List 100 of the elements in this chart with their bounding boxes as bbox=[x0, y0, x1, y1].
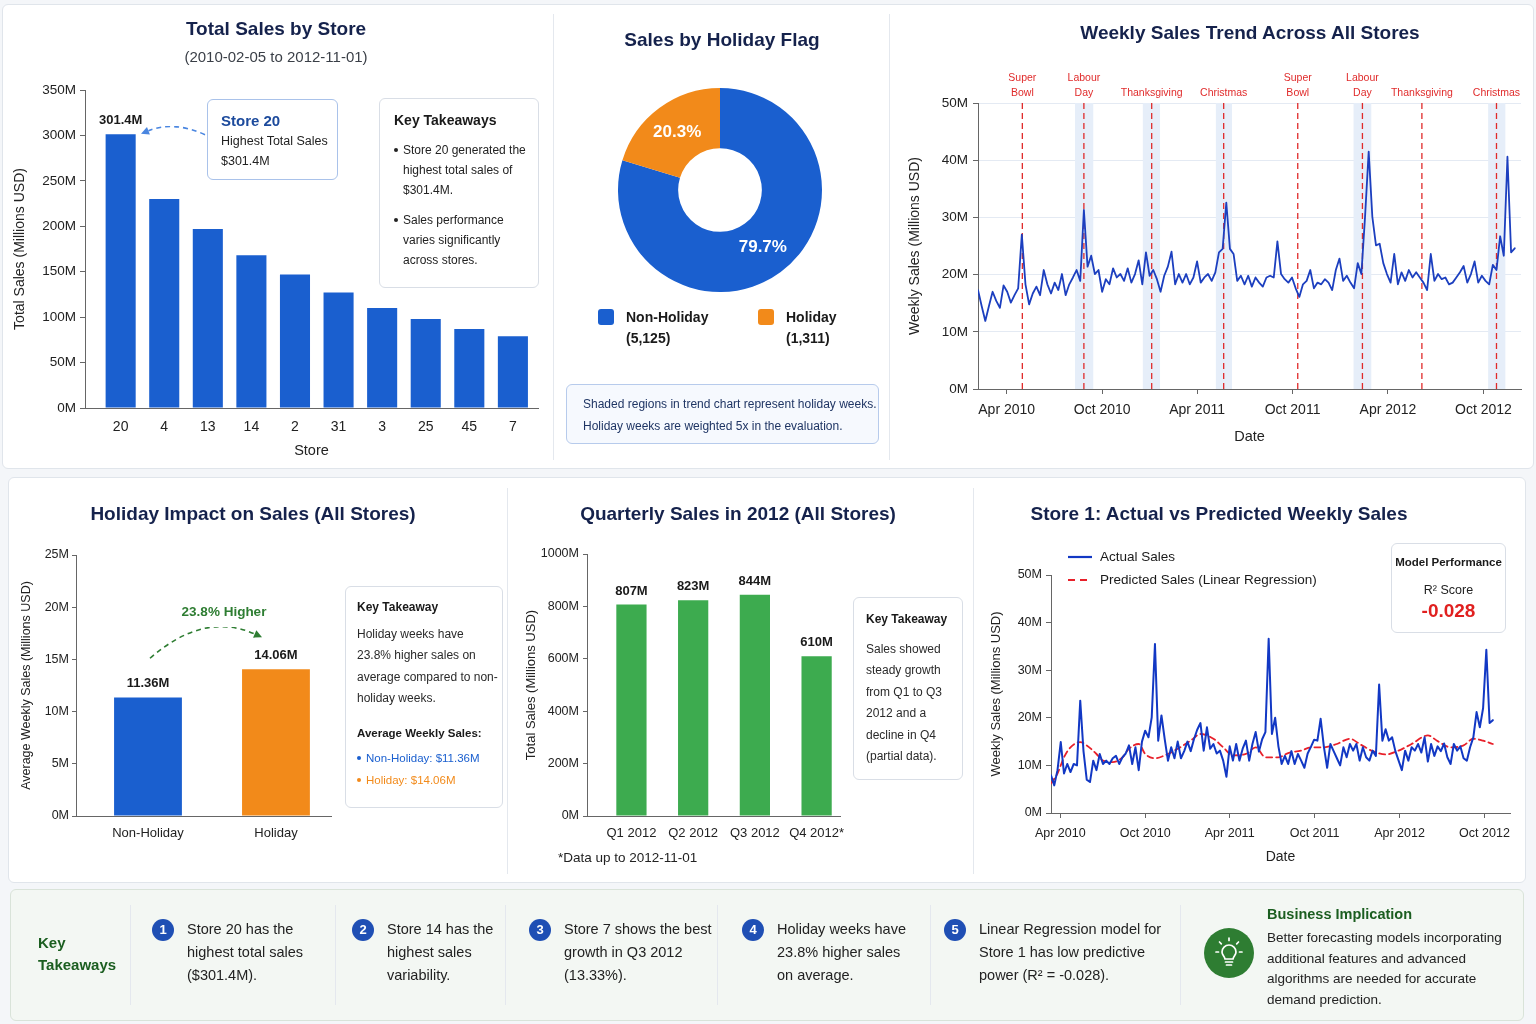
bar bbox=[236, 255, 267, 408]
annotation: 23.8% Higher bbox=[181, 603, 267, 621]
ref-line-label: Thanksgiving bbox=[1120, 86, 1183, 98]
y-tick-label: 1000M bbox=[540, 546, 579, 561]
data-label: 79.7% bbox=[738, 237, 787, 257]
y-tick-label: 5M bbox=[51, 756, 69, 771]
data-label: 610M bbox=[800, 634, 833, 650]
ref-line-label: Super Bowl bbox=[1008, 71, 1037, 98]
ref-line-label: Christmas bbox=[1472, 86, 1521, 98]
y-tick-label: 150M bbox=[42, 263, 76, 279]
x-tick-label: Q2 2012 bbox=[668, 825, 719, 841]
note-box: Shaded regions in trend chart represent holiday weeks. Holiday weeks are weighted 5x in the evaluation. bbox=[566, 384, 879, 444]
bar bbox=[105, 134, 136, 408]
y-tick-label: 50M bbox=[1017, 567, 1042, 582]
x-tick-label: Apr 2011 bbox=[1169, 401, 1226, 418]
y-tick-label: 300M bbox=[42, 127, 76, 143]
chart-subtitle: (2010-02-05 to 2012-11-01) bbox=[184, 47, 368, 67]
x-tick-label: 2 bbox=[291, 418, 300, 435]
text: Store 7 shows the best growth in Q3 2012 (13.33%). bbox=[564, 921, 712, 983]
y-tick-label: 25M bbox=[44, 547, 69, 562]
x-tick-label: 4 bbox=[160, 418, 169, 435]
y-axis-title: Weekly Sales (Millions USD) bbox=[906, 157, 923, 335]
annotation: -0.028 bbox=[1420, 600, 1477, 622]
ref-line-label: Labour Day bbox=[1067, 71, 1101, 98]
annotation: R² Score bbox=[1422, 582, 1475, 599]
x-tick-label: Oct 2010 bbox=[1119, 825, 1171, 840]
bar bbox=[454, 328, 485, 408]
x-axis-title: Date bbox=[1265, 847, 1296, 864]
chart-title: Quarterly Sales in 2012 (All Stores) bbox=[580, 502, 896, 526]
text: *Data up to 2012-11-01 bbox=[558, 849, 698, 867]
x-tick-label: 14 bbox=[243, 418, 260, 435]
y-tick-label: 50M bbox=[49, 354, 76, 370]
ref-line-label: Thanksgiving bbox=[1390, 86, 1453, 98]
text-card: Model Performance R² Score -0.028 bbox=[1391, 543, 1506, 633]
bar bbox=[410, 318, 441, 408]
bar bbox=[739, 594, 770, 816]
y-tick-label: 350M bbox=[42, 81, 76, 97]
y-tick-label: 15M bbox=[44, 651, 69, 666]
text: Linear Regression model for Store 1 has low predictive power (R² = -0.028). bbox=[979, 921, 1162, 983]
y-tick-label: 0M bbox=[51, 808, 69, 823]
ref-line-label: Christmas bbox=[1200, 86, 1248, 98]
y-tick-label: 800M bbox=[547, 598, 579, 613]
x-axis-title: Date bbox=[1234, 428, 1265, 445]
x-tick-label: 20 bbox=[112, 418, 129, 435]
bar bbox=[497, 336, 528, 408]
data-label: 844M bbox=[738, 572, 772, 588]
chart-title: Holiday Impact on Sales (All Stores) bbox=[90, 502, 416, 526]
x-tick-label: Non-Holiday bbox=[112, 825, 185, 841]
data-label: 11.36M bbox=[126, 675, 170, 691]
data-label: 20.3% bbox=[653, 121, 702, 141]
x-tick-label: Oct 2011 bbox=[1264, 401, 1321, 418]
data-label: 14.06M bbox=[254, 647, 298, 663]
x-tick-label: 3 bbox=[378, 418, 387, 435]
y-tick-label: 30M bbox=[941, 209, 968, 225]
bar bbox=[801, 656, 832, 816]
x-tick-label: 25 bbox=[417, 418, 434, 435]
x-tick-label: 31 bbox=[330, 418, 347, 435]
x-tick-label: Oct 2012 bbox=[1459, 825, 1510, 840]
y-tick-label: 10M bbox=[44, 704, 69, 719]
y-axis-title: Total Sales (Millions USD) bbox=[11, 168, 28, 330]
bar bbox=[678, 600, 709, 816]
y-tick-label: 40M bbox=[1017, 615, 1042, 630]
text: Key Takeaways bbox=[38, 933, 118, 975]
callout-box: Store 20 Highest Total Sales $301.4M bbox=[207, 99, 338, 180]
bar bbox=[367, 308, 398, 408]
y-tick-label: 200M bbox=[42, 218, 76, 233]
x-tick-label: Oct 2011 bbox=[1289, 825, 1340, 840]
x-tick-label: 45 bbox=[461, 418, 478, 435]
data-label: 301.4M bbox=[98, 112, 143, 128]
bar bbox=[279, 274, 311, 408]
ref-line-label: Super Bowl bbox=[1283, 71, 1313, 98]
text: Better forecasting models incorporating additional features and advanced algorithms are needed for accurate demand prediction. bbox=[1267, 929, 1503, 1009]
y-tick-label: 0M bbox=[1024, 805, 1042, 820]
x-tick-label: Oct 2012 bbox=[1455, 401, 1513, 418]
chart-title: Weekly Sales Trend Across All Stores bbox=[1080, 21, 1420, 45]
y-tick-label: 100M bbox=[42, 308, 76, 324]
bar bbox=[616, 604, 647, 816]
x-tick-label: Apr 2012 bbox=[1374, 825, 1425, 840]
y-tick-label: 600M bbox=[547, 651, 579, 666]
text-card: Key Takeaway Holiday weeks have 23.8% higher sales on average compared to non-holiday weeks. Average Weekly Sales: Non-Holiday: $11.36M Holiday: $14.06M bbox=[345, 586, 503, 808]
annotation: Key Takeaways bbox=[394, 111, 498, 130]
chart-title: Store 1: Actual vs Predicted Weekly Sales bbox=[1030, 502, 1408, 526]
data-label: 823M bbox=[676, 578, 710, 594]
y-tick-label: 0M bbox=[57, 399, 76, 415]
text: Holiday weeks have 23.8% higher sales on average. bbox=[777, 921, 906, 983]
bar bbox=[323, 292, 354, 408]
bar bbox=[192, 229, 223, 408]
y-tick-label: 20M bbox=[941, 266, 968, 282]
y-tick-label: 50M bbox=[941, 94, 968, 110]
legend-label: Holiday (1,311) bbox=[786, 308, 837, 348]
y-tick-label: 250M bbox=[42, 172, 76, 188]
chart-title: Total Sales by Store bbox=[185, 17, 367, 41]
y-tick-label: 400M bbox=[547, 703, 579, 718]
text: Business Implication bbox=[1267, 905, 1413, 923]
x-tick-label: Apr 2012 bbox=[1359, 401, 1417, 418]
x-tick-label: Q1 2012 bbox=[606, 825, 657, 841]
ref-line-label: Labour Day bbox=[1346, 71, 1380, 98]
y-tick-label: 0M bbox=[561, 808, 579, 823]
x-tick-label: Q4 2012* bbox=[789, 825, 845, 841]
text-card: Key Takeaway Sales showed steady growth from Q1 to Q3 2012 and a decline in Q4 (partial data). bbox=[853, 597, 963, 780]
